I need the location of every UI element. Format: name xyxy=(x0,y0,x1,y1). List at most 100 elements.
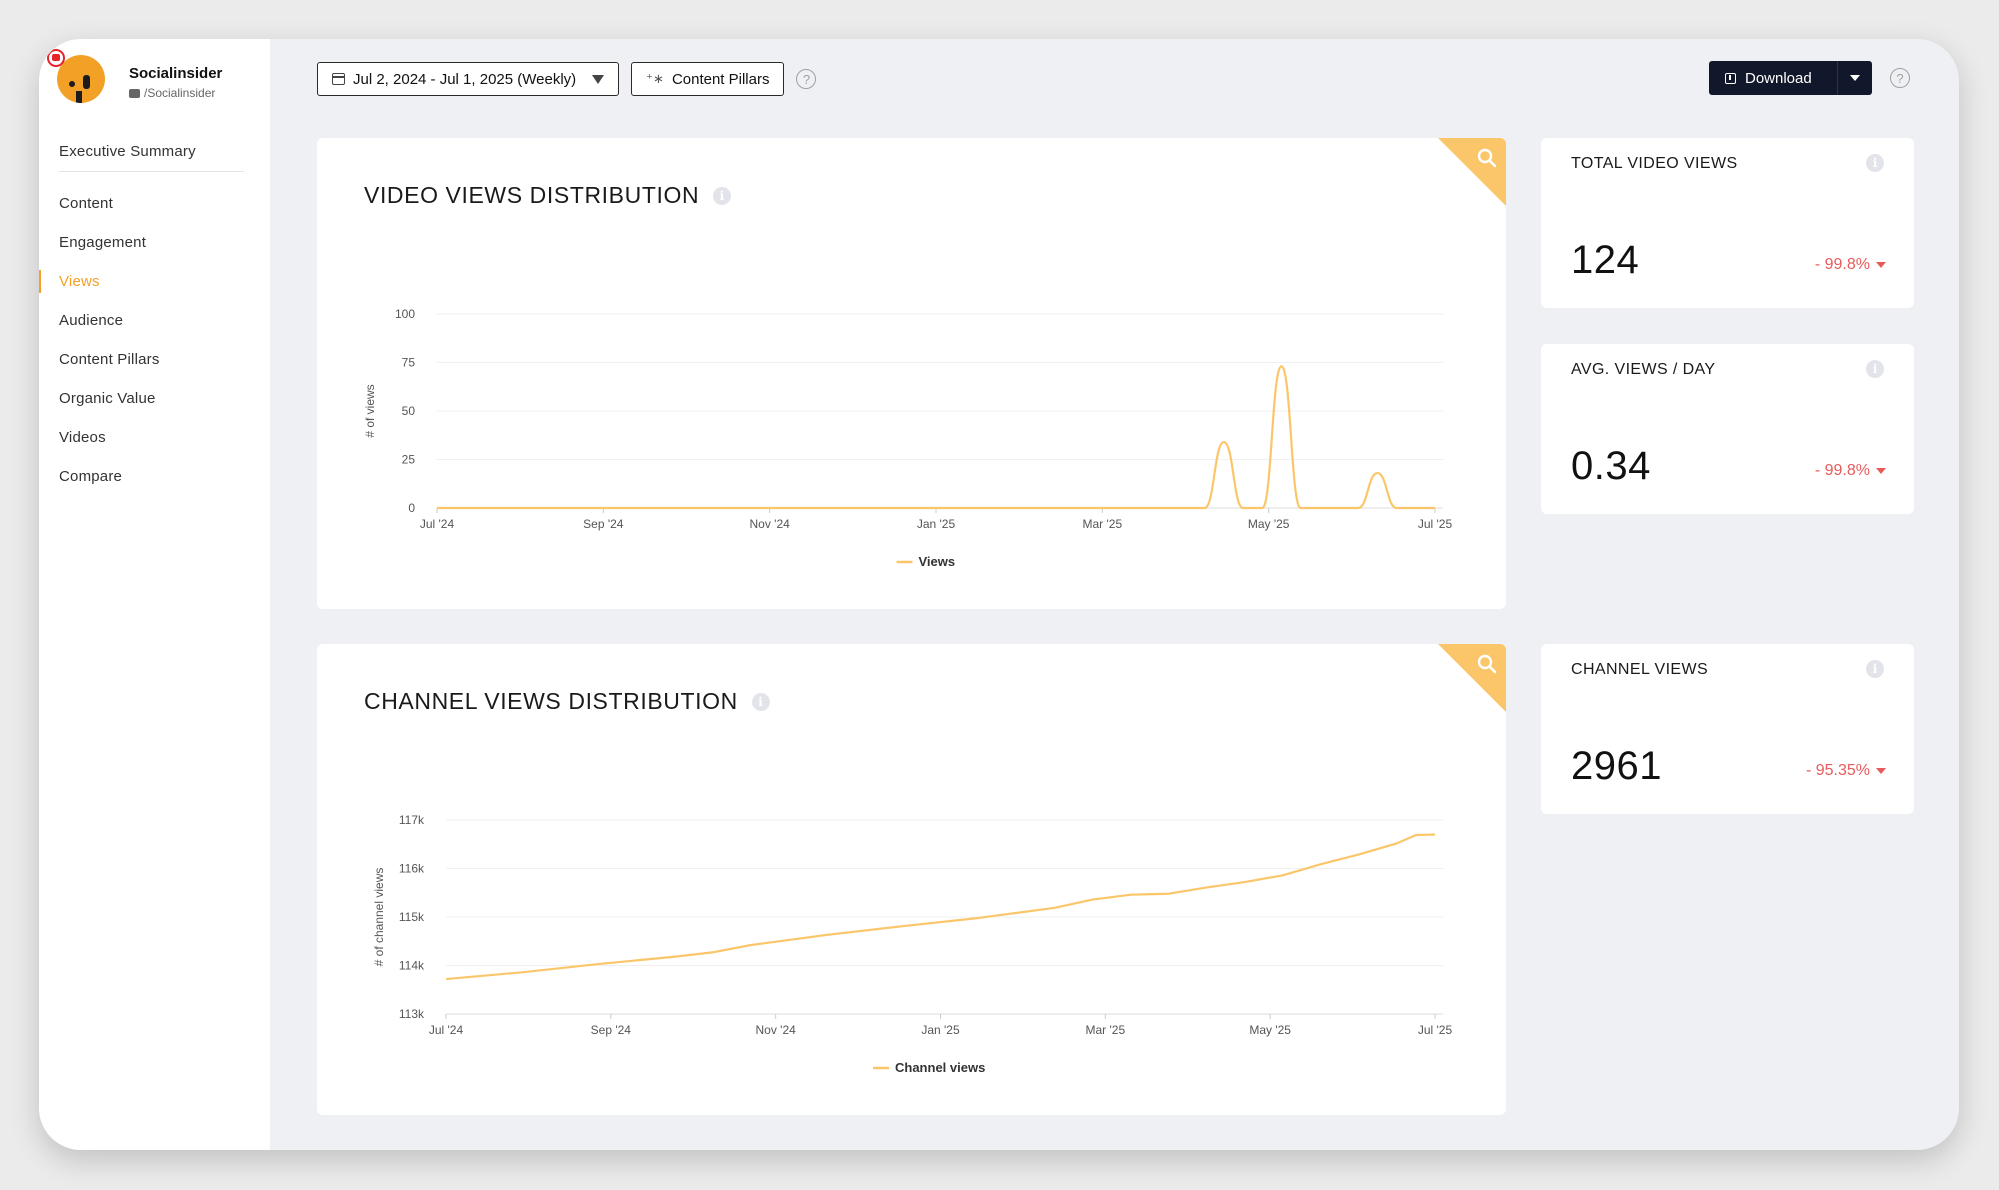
chart-title: CHANNEL VIEWS DISTRIBUTION i xyxy=(364,688,770,715)
search-icon[interactable] xyxy=(1477,654,1497,674)
y-tick-label: 0 xyxy=(408,501,415,515)
sidebar-item-executive-summary[interactable]: Executive Summary xyxy=(59,132,244,172)
download-button[interactable]: Download xyxy=(1709,61,1872,95)
x-tick-label: Jul '25 xyxy=(1418,517,1453,531)
info-icon[interactable]: i xyxy=(713,186,732,205)
app-window: Socialinsider /Socialinsider Executive S… xyxy=(39,39,1959,1150)
stat-value: 2961 xyxy=(1571,744,1662,788)
y-axis-label: # of views xyxy=(363,384,377,437)
trend-down-icon xyxy=(1876,768,1886,774)
x-tick-label: Mar '25 xyxy=(1083,517,1123,531)
sparkle-icon: ⁺∗ xyxy=(646,71,664,86)
y-tick-label: 50 xyxy=(402,404,416,418)
channel-views-chart-card: CHANNEL VIEWS DISTRIBUTION i 113k 114k 115… xyxy=(317,644,1506,1115)
trend-down-icon xyxy=(1876,468,1886,474)
y-axis-label: # of channel views xyxy=(372,868,386,967)
x-tick-label: Nov '24 xyxy=(756,1023,797,1037)
chart-title-text: VIDEO VIEWS DISTRIBUTION xyxy=(364,182,700,208)
date-range-label: Jul 2, 2024 - Jul 1, 2025 (Weekly) xyxy=(353,70,577,88)
y-tick-label: 116k xyxy=(399,862,425,876)
video-views-chart: 0 25 50 75 100 # of views Jul '24 Sep '24 Nov '2… xyxy=(363,307,1453,569)
brand-header[interactable]: Socialinsider /Socialinsider xyxy=(47,49,257,115)
stat-label: TOTAL VIDEO VIEWS xyxy=(1571,155,1738,172)
sidebar-item-engagement[interactable]: Engagement xyxy=(59,234,147,251)
download-icon xyxy=(1725,72,1736,84)
sidebar-nav: Executive Summary Content Engagement Vie… xyxy=(39,132,244,496)
date-range-select[interactable]: Jul 2, 2024 - Jul 1, 2025 (Weekly) xyxy=(317,62,620,96)
stat-change: - 99.8% xyxy=(1815,462,1886,480)
y-tick-label: 100 xyxy=(395,307,415,321)
x-tick-label: Jul '24 xyxy=(429,1023,464,1037)
x-tick-label: Sep '24 xyxy=(583,517,624,531)
sidebar-item-content-pillars[interactable]: Content Pillars xyxy=(59,351,160,368)
stat-card-avg-views-day: AVG. VIEWS / DAY i 0.34 - 99.8% xyxy=(1541,344,1914,514)
y-tick-label: 117k xyxy=(399,813,425,827)
download-help-icon[interactable]: ? xyxy=(1890,68,1910,88)
chart-title: VIDEO VIEWS DISTRIBUTION i xyxy=(364,182,732,209)
x-tick-label: Sep '24 xyxy=(591,1023,632,1037)
legend-label: Channel views xyxy=(895,1060,985,1075)
search-icon[interactable] xyxy=(1477,148,1497,168)
help-icon[interactable]: ? xyxy=(796,69,817,89)
content-pillars-button[interactable]: ⁺∗ Content Pillars xyxy=(631,62,785,96)
download-label: Download xyxy=(1745,69,1812,87)
x-tick-label: Jul '25 xyxy=(1418,1023,1453,1037)
stat-value: 124 xyxy=(1571,238,1640,282)
sidebar-item-views[interactable]: Views xyxy=(39,262,244,301)
brand-handle-text: /Socialinsider xyxy=(144,86,216,100)
channel-views-chart: 113k 114k 115k 116k 117k # of channel views Ju… xyxy=(372,813,1453,1075)
y-tick-label: 115k xyxy=(399,910,425,924)
sidebar-item-videos[interactable]: Videos xyxy=(59,429,106,446)
info-icon[interactable]: i xyxy=(1866,360,1884,378)
zoom-corner[interactable] xyxy=(1438,644,1506,712)
y-tick-label: 75 xyxy=(402,356,416,370)
x-tick-label: Jan '25 xyxy=(921,1023,960,1037)
stat-card-channel-views: CHANNEL VIEWS i 2961 - 95.35% xyxy=(1541,644,1914,814)
dropdown-arrow-icon xyxy=(592,74,605,84)
toolbar: Jul 2, 2024 - Jul 1, 2025 (Weekly) ⁺∗ Co… xyxy=(317,61,817,97)
x-tick-label: Mar '25 xyxy=(1086,1023,1126,1037)
stat-change-text: - 99.8% xyxy=(1814,462,1870,479)
sidebar: Socialinsider /Socialinsider Executive S… xyxy=(39,39,270,1150)
y-tick-label: 113k xyxy=(399,1007,425,1021)
chevron-down-icon xyxy=(1850,75,1860,81)
chart-title-text: CHANNEL VIEWS DISTRIBUTION xyxy=(364,688,738,714)
x-tick-label: Jul '24 xyxy=(420,517,455,531)
sidebar-item-organic-value[interactable]: Organic Value xyxy=(59,390,156,407)
brand-handle: /Socialinsider xyxy=(129,86,215,100)
youtube-icon xyxy=(47,49,65,67)
y-tick-label: 25 xyxy=(402,453,416,467)
sidebar-item-content[interactable]: Content xyxy=(59,195,113,212)
legend-label: Views xyxy=(919,554,956,569)
brand-name: Socialinsider xyxy=(129,65,223,82)
stat-label: AVG. VIEWS / DAY xyxy=(1571,361,1716,378)
stat-label: CHANNEL VIEWS xyxy=(1571,661,1709,678)
avatar xyxy=(57,55,105,103)
stat-value: 0.34 xyxy=(1571,444,1651,488)
x-tick-label: May '25 xyxy=(1249,1023,1291,1037)
info-icon[interactable]: i xyxy=(751,692,770,711)
x-tick-label: Nov '24 xyxy=(750,517,791,531)
series-line xyxy=(445,833,1436,981)
y-tick-label: 114k xyxy=(399,959,425,973)
download-area: Download ? xyxy=(1709,61,1910,95)
info-icon[interactable]: i xyxy=(1866,154,1884,172)
sidebar-item-compare[interactable]: Compare xyxy=(59,468,123,485)
video-views-chart-card: VIDEO VIEWS DISTRIBUTION i 0 25 50 75 100 # o… xyxy=(317,138,1506,609)
x-tick-label: Jan '25 xyxy=(917,517,956,531)
calendar-icon xyxy=(332,73,345,85)
stat-card-total-video-views: TOTAL VIDEO VIEWS i 124 - 99.8% xyxy=(1541,138,1914,308)
zoom-corner[interactable] xyxy=(1438,138,1506,206)
series-line xyxy=(436,365,1435,510)
stat-change: - 95.35% xyxy=(1806,762,1886,780)
stat-change-text: - 99.8% xyxy=(1814,256,1870,273)
trend-down-icon xyxy=(1876,262,1886,268)
content-pillars-label: Content Pillars xyxy=(671,70,770,88)
stat-change-text: - 95.35% xyxy=(1805,762,1870,779)
info-icon[interactable]: i xyxy=(1866,660,1884,678)
stat-change: - 99.8% xyxy=(1815,256,1886,274)
x-tick-label: May '25 xyxy=(1248,517,1290,531)
download-options-toggle[interactable] xyxy=(1838,75,1872,81)
youtube-small-icon xyxy=(129,88,140,98)
sidebar-item-audience[interactable]: Audience xyxy=(59,312,124,329)
